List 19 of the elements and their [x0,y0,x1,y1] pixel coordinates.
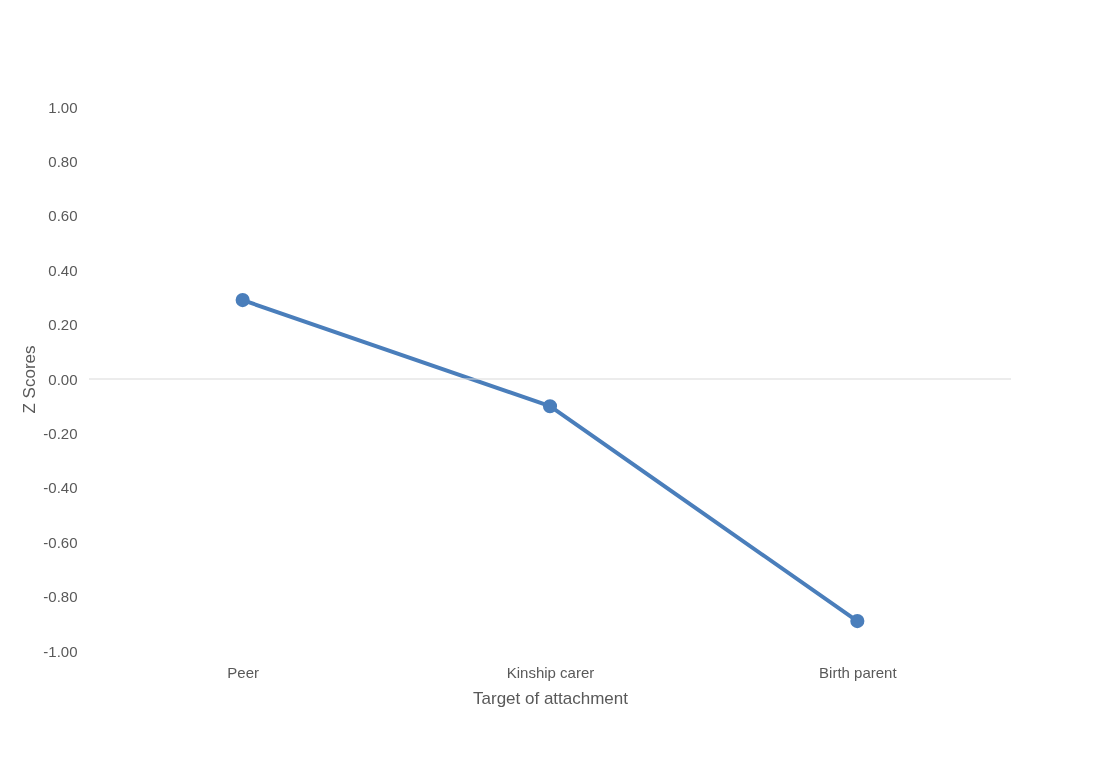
y-tick-label: 0.60 [48,207,78,225]
y-tick-label: 0.40 [48,261,78,279]
y-tick-label: 0.20 [48,316,78,334]
y-tick-label: -0.80 [43,588,78,606]
y-tick-label: 1.00 [48,98,78,116]
y-tick-label: -1.00 [43,642,78,660]
x-tick-label: Birth parent [819,663,898,681]
y-tick-label: -0.20 [43,424,78,442]
x-tick-label: Peer [227,663,260,681]
y-tick-label: 0.80 [48,152,78,170]
x-tick-label: Kinship carer [506,663,595,681]
point [542,399,558,414]
y-tick-label: -0.60 [43,533,78,551]
y-tick-label: 0.00 [48,370,78,388]
point [235,293,250,308]
x-axis-title: Target of attachment [473,688,629,708]
point [850,614,865,629]
y-axis-title: Z Scores [20,345,40,414]
y-tick-label: -0.40 [43,479,78,497]
